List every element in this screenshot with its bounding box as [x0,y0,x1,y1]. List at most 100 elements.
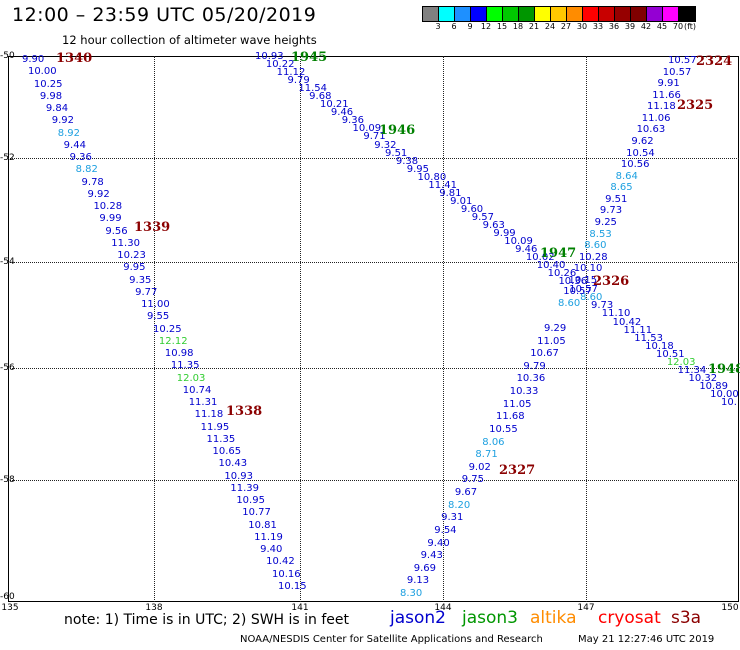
longitude-gridline [300,56,301,602]
latitude-label: -58 [0,475,15,485]
latitude-label: -60 [0,592,15,602]
wave-height-value: 10.42 [612,316,642,328]
longitude-label: 138 [145,603,163,613]
wave-height-value: 10.98 [164,348,194,360]
wave-height-value: 11.66 [652,89,681,101]
wave-height-value: 11.41 [428,179,458,191]
wave-height-value: 10.28 [93,201,123,213]
longitude-label: 147 [577,603,595,613]
longitude-gridline [443,56,444,602]
wave-height-value: 11.54 [298,83,327,95]
wave-height-value: 9.36 [69,152,92,164]
wave-height-value: 11.19 [254,531,283,543]
wave-height-value: 11.00 [141,299,170,311]
wave-height-value: 9.84 [45,103,69,115]
wave-height-value: 9.77 [135,286,158,298]
color-swatch [615,7,631,21]
pass-number-label: 1338 [226,404,263,419]
wave-height-value: 10.25 [33,78,63,90]
latitude-label: -50 [0,51,15,61]
wave-height-value: 12.03 [176,372,206,384]
wave-height-value: 8.71 [475,449,498,461]
wave-height-value: 9.56 [105,225,128,237]
wave-height-value: 9.73 [590,300,614,312]
footnote: note: 1) Time is in UTC; 2) SWH is in fe… [64,612,350,628]
wave-height-value: 11.05 [502,398,532,410]
color-swatch [567,7,583,21]
longitude-label: 135 [1,603,19,613]
satellite-legend-s3a: s3a [671,608,702,628]
wave-height-value: 12.12 [158,335,188,347]
pass-number-label: 2324 [696,54,733,69]
wave-height-value: 9.46 [515,244,538,256]
color-swatch [503,7,519,21]
wave-height-value: 9.36 [341,115,364,127]
wave-height-value: 8.06 [482,436,505,448]
color-scale-label: 12 [480,22,492,31]
wave-height-value: 9.67 [454,487,478,499]
color-swatch [423,7,439,21]
wave-height-value: 9.35 [129,274,152,286]
wave-height-value: 9.90 [22,54,45,65]
wave-height-value: 10.23 [117,250,146,262]
color-scale-label: 15 [496,22,508,31]
pass-number-label: 1339 [134,220,171,235]
wave-height-value: 10.93 [224,470,254,482]
wave-height-value: 10.16 [272,568,301,580]
wave-height-value: 10.22 [265,59,295,71]
pass-number-label: 2325 [677,98,714,113]
color-swatch [535,7,551,21]
wave-height-value: 8.53 [589,228,612,240]
wave-height-value: 10.65 [212,446,242,458]
wave-height-value: 9.73 [599,205,623,217]
longitude-gridline [154,56,155,602]
wave-height-value: 10.51 [655,348,685,360]
wave-height-value: 9.32 [374,139,397,151]
wave-height-value: 10.80 [417,171,447,183]
wave-height-value: 11.05 [537,335,566,347]
color-swatch [519,7,535,21]
wave-height-value: 10.10 [573,263,603,275]
wave-height-value: 9.01 [450,195,473,207]
latitude-gridline [8,480,739,481]
wave-height-value: 8.65 [610,182,633,194]
wave-height-value: 9.46 [330,107,354,119]
wave-height-value: 9.68 [309,91,332,103]
wave-height-value: 10.57 [662,66,692,78]
wave-height-value: 11.39 [230,482,259,494]
wave-height-value: 11.12 [276,67,306,79]
wave-height-value: 11.10 [601,308,631,320]
wave-height-value: 8.60 [580,292,603,304]
color-swatch [439,7,455,21]
wave-height-value: 11.68 [496,411,525,423]
wave-height-value: 10.42 [266,556,295,568]
wave-height-value: 10.77 [242,507,271,519]
color-scale-label: 33 [592,22,604,31]
color-scale-label: 27 [560,22,572,31]
color-scale-label: 70 [672,22,684,31]
satellite-legend-jason2: jason2 [390,608,446,628]
wave-height-value: 11.35 [170,360,200,372]
wave-height-value: 9.44 [63,139,86,151]
color-scale-label: 30 [576,22,588,31]
wave-height-value: 9.31 [441,512,464,524]
wave-height-value: 11.34 [677,364,707,376]
wave-height-value: 9.55 [147,311,170,323]
color-scale-label: 21 [528,22,540,31]
wave-height-value: 10.02 [525,252,555,264]
wave-height-value: 10.63 [636,124,666,136]
wave-height-value: 9.92 [87,188,110,200]
color-scale-label: 6 [451,22,457,31]
wave-height-value: 9.98 [39,90,63,102]
wave-height-value: 8.92 [57,127,80,139]
wave-height-value: 9.81 [439,187,462,199]
color-scale-label: 45 [656,22,668,31]
color-swatch [455,7,471,21]
latitude-gridline [8,368,739,369]
pass-number-label: 2326 [593,274,630,289]
wave-height-value: 9.43 [420,550,443,562]
satellite-legend-cryosat: cryosat [598,608,661,628]
color-scale-label: 42 [640,22,652,31]
wave-height-value: 9.40 [427,537,450,549]
wave-height-value: 10.55 [489,423,518,435]
